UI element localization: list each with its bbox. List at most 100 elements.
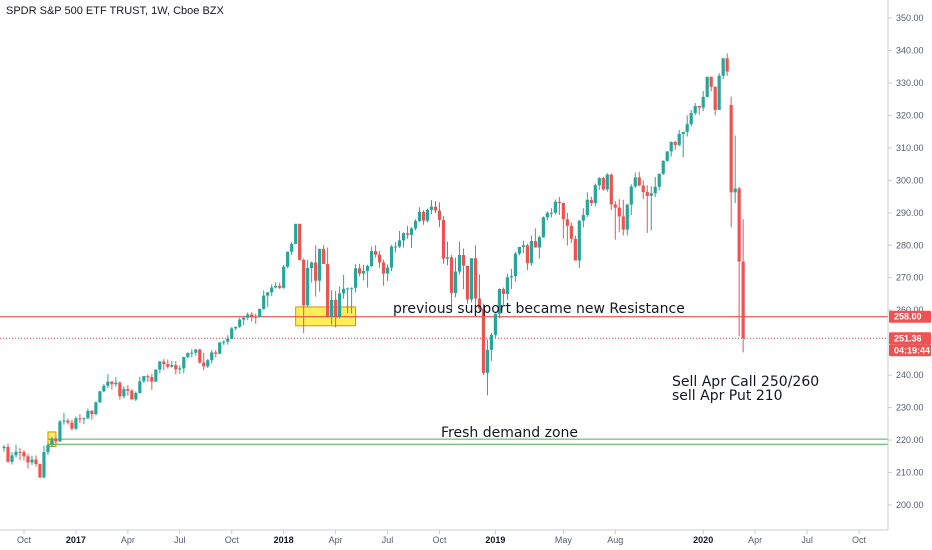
candle-body (18, 451, 22, 453)
candle-body (126, 389, 130, 391)
candle (697, 105, 701, 115)
candle-body (82, 418, 86, 420)
x-tick-label: Oct (225, 535, 240, 545)
resistance-price-label: 258.00 (889, 310, 931, 323)
candle (393, 242, 398, 253)
candle-body (34, 459, 38, 465)
candle (114, 377, 118, 387)
candle (609, 173, 613, 210)
candle (22, 450, 26, 461)
y-tick-label: 230.00 (896, 403, 924, 413)
candle (142, 375, 146, 383)
candle (397, 230, 402, 248)
candle-body (353, 268, 358, 288)
candle-body (689, 113, 693, 125)
candle (489, 332, 494, 361)
candle-body (154, 369, 158, 382)
candle (54, 435, 58, 444)
candle (90, 409, 94, 420)
candle (541, 216, 545, 238)
candle (569, 222, 573, 243)
candle-body (701, 96, 705, 108)
candle (705, 76, 709, 98)
candle-body (334, 299, 338, 317)
last-price-label-text: 251.36 (894, 333, 922, 343)
candle (721, 58, 725, 80)
candle (701, 91, 705, 112)
candle-body (74, 418, 78, 429)
candle-body (533, 241, 537, 248)
candle (685, 115, 689, 137)
candle-body (713, 86, 717, 110)
candle-body (54, 438, 58, 442)
candle-body (373, 251, 378, 255)
candle-body (14, 451, 18, 456)
candle (693, 103, 697, 116)
candle (509, 268, 514, 290)
candle (493, 313, 498, 338)
candle-body (106, 381, 110, 386)
candle (246, 312, 250, 321)
candle-body (174, 365, 178, 370)
candle (589, 196, 593, 206)
candle (202, 352, 206, 371)
candle (713, 86, 717, 116)
candle-body (741, 261, 745, 339)
candle-body (357, 268, 362, 274)
candle-body (98, 391, 102, 403)
candle-body (30, 459, 34, 463)
candle-body (657, 173, 661, 187)
candle-body (178, 368, 182, 370)
candle-body (665, 151, 669, 161)
x-tick-label: 2017 (66, 535, 86, 545)
candle (369, 246, 374, 268)
y-tick-label: 300.00 (896, 175, 924, 185)
candle (469, 258, 474, 303)
candle (565, 212, 569, 246)
y-tick-label: 310.00 (896, 143, 924, 153)
candle-body (437, 210, 442, 220)
candle (377, 250, 382, 268)
candle (30, 455, 34, 466)
candle (230, 327, 234, 340)
candle (130, 389, 134, 400)
candle (637, 171, 641, 186)
y-tick-label: 340.00 (896, 45, 924, 55)
strategy-line-1: Sell Apr Call 250/260 (672, 374, 819, 390)
candle (6, 443, 10, 463)
candle (373, 245, 378, 258)
candle-body (629, 186, 633, 205)
x-tick-label: Jul (801, 535, 813, 545)
candle-body (218, 342, 222, 354)
candle-body (198, 349, 202, 363)
candle-body (561, 203, 565, 220)
candle-body (653, 186, 657, 194)
candle (322, 245, 326, 265)
candle-body (166, 364, 170, 367)
candle-body (258, 308, 262, 318)
candle-body (310, 262, 314, 268)
candle (162, 358, 166, 371)
candle-body (585, 199, 589, 216)
x-tick-label: Apr (121, 535, 135, 545)
candle (433, 201, 438, 214)
candle (66, 418, 70, 425)
candle-body (733, 188, 737, 193)
candle (94, 401, 98, 416)
candle (357, 263, 362, 277)
candle-body (314, 262, 318, 281)
y-tick-label: 200.00 (896, 500, 924, 510)
candle-body (361, 270, 366, 274)
candle-body (294, 223, 298, 244)
candle-body (417, 211, 422, 221)
candle-body (190, 352, 194, 354)
candle-body (717, 75, 721, 110)
candle-body (677, 133, 681, 145)
candle (573, 235, 577, 261)
candle-body (246, 314, 250, 318)
x-tick-label: Aug (607, 535, 623, 545)
candle-body (326, 264, 330, 317)
candle-body (254, 316, 258, 318)
candle (389, 244, 394, 272)
